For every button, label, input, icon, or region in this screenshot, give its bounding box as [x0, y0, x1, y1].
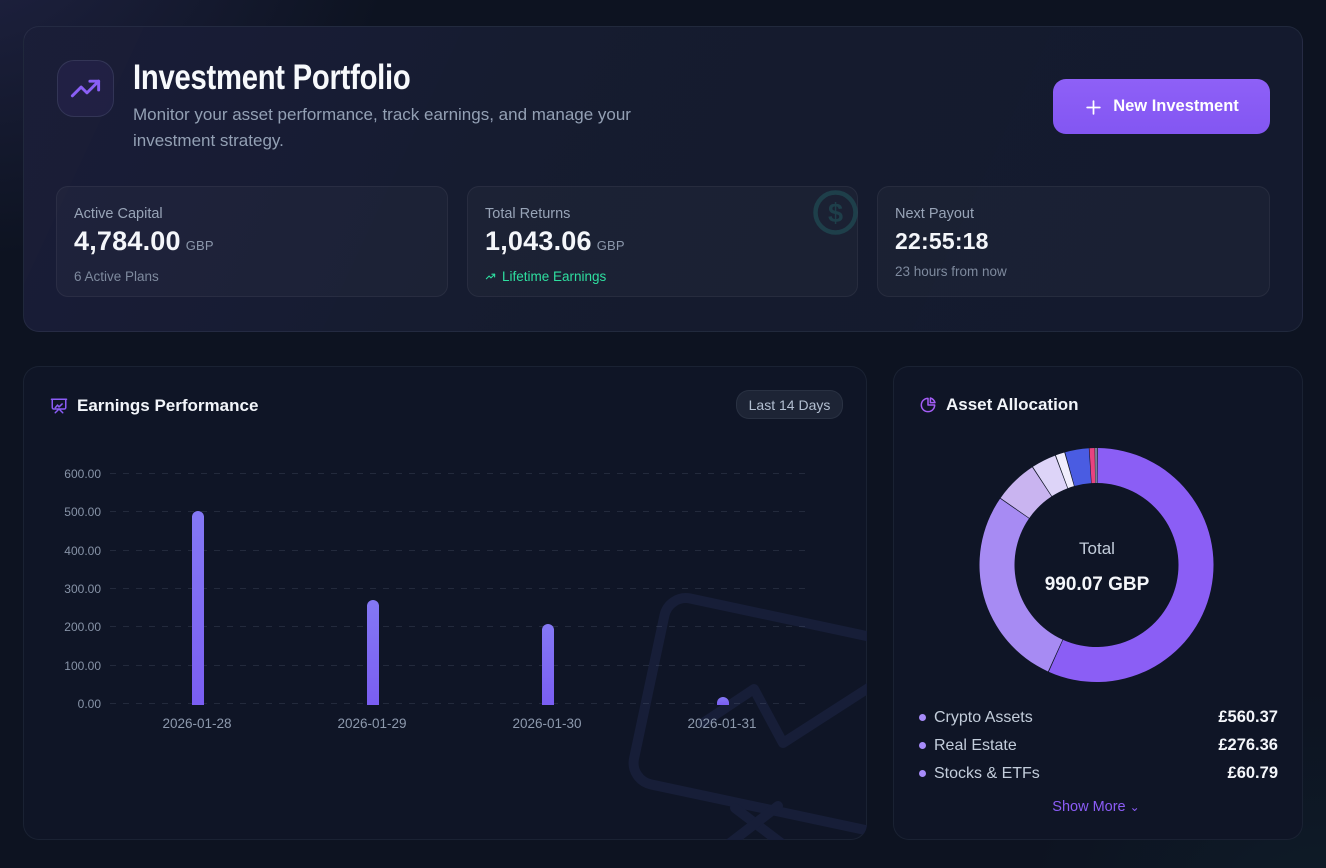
svg-text:$: $: [828, 198, 843, 228]
svg-text:Total: Total: [1079, 539, 1115, 558]
svg-text:990.07 GBP: 990.07 GBP: [1045, 574, 1150, 595]
